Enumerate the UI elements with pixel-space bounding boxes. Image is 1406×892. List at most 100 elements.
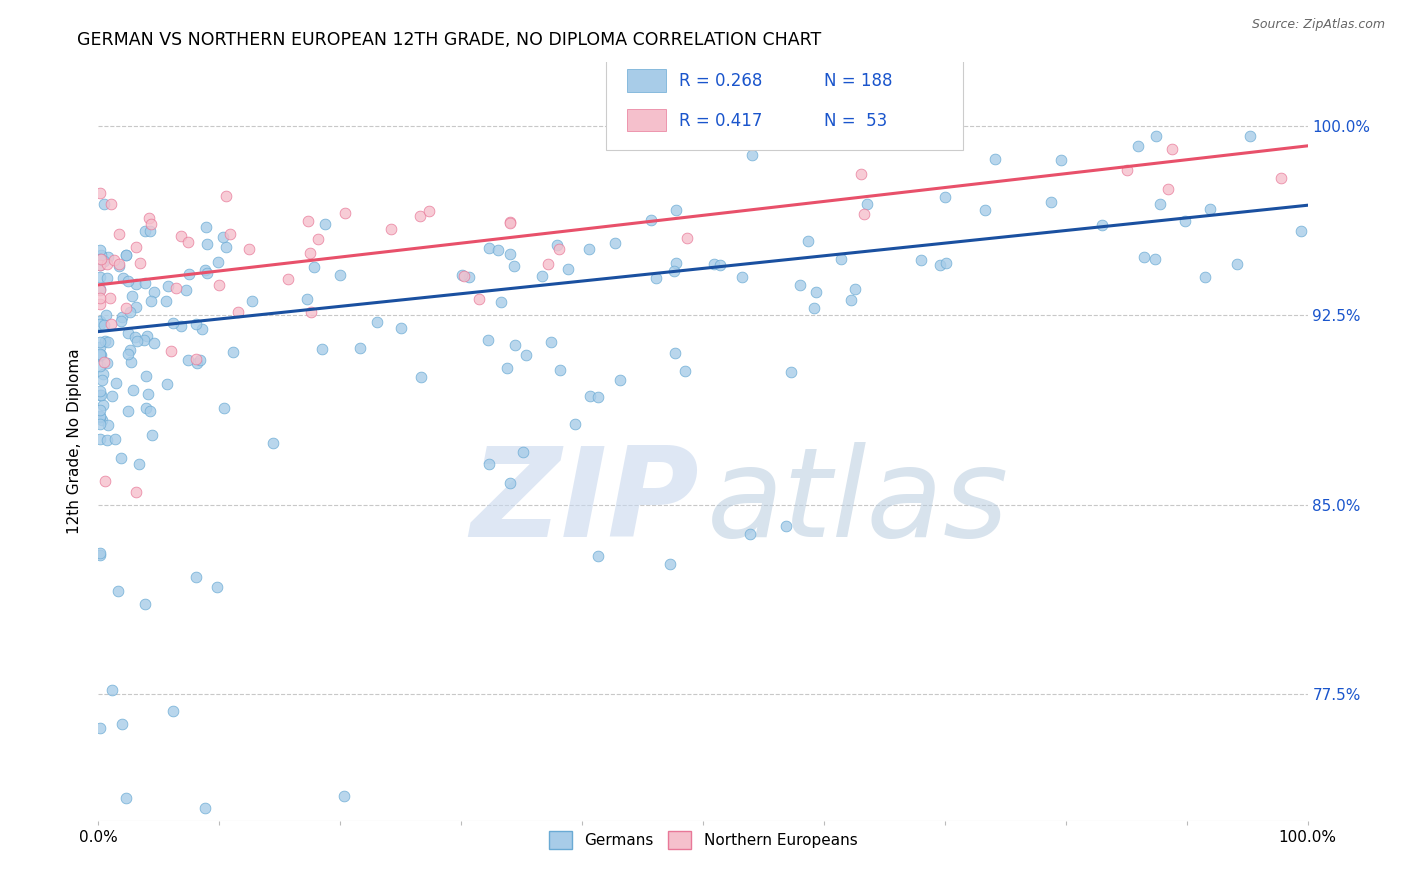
Point xyxy=(108,257,131,271)
Point xyxy=(277,272,299,286)
Point xyxy=(537,257,560,271)
Point xyxy=(578,242,600,256)
Point xyxy=(478,241,501,255)
Point xyxy=(125,300,148,314)
Point xyxy=(89,432,111,446)
Point xyxy=(93,355,115,369)
Point xyxy=(1050,153,1073,168)
Point xyxy=(139,217,162,231)
Y-axis label: 12th Grade, No Diploma: 12th Grade, No Diploma xyxy=(67,349,83,534)
Point xyxy=(89,359,111,374)
Point xyxy=(740,526,762,541)
Point xyxy=(110,450,132,465)
Point xyxy=(194,263,217,277)
Point xyxy=(170,318,193,333)
Point xyxy=(160,343,183,358)
Point xyxy=(297,214,319,228)
Point xyxy=(142,285,165,300)
Point xyxy=(548,362,571,376)
Point xyxy=(489,295,512,310)
Point xyxy=(179,267,201,281)
Point xyxy=(557,262,579,277)
Point xyxy=(115,248,138,262)
Point xyxy=(91,367,114,381)
Point xyxy=(548,242,571,256)
Legend: Germans, Northern Europeans: Germans, Northern Europeans xyxy=(543,825,863,855)
Point xyxy=(89,348,111,362)
Point xyxy=(380,222,402,236)
Point xyxy=(852,207,875,221)
Point xyxy=(664,345,686,359)
Text: N =  53: N = 53 xyxy=(824,112,887,130)
Point xyxy=(97,334,120,349)
Point xyxy=(226,304,249,318)
Point xyxy=(512,444,534,458)
Point xyxy=(605,236,627,251)
Point xyxy=(302,260,325,274)
FancyBboxPatch shape xyxy=(606,60,963,150)
Point xyxy=(104,432,127,446)
Point xyxy=(98,291,121,305)
Point xyxy=(499,216,522,230)
Point xyxy=(91,373,114,387)
Point xyxy=(89,334,111,349)
Point xyxy=(94,475,117,489)
Point xyxy=(186,356,208,370)
Point xyxy=(856,197,879,211)
Point xyxy=(207,255,229,269)
Point xyxy=(120,304,142,318)
Point xyxy=(162,316,184,330)
Point xyxy=(89,314,111,328)
Point xyxy=(156,376,179,391)
Point xyxy=(804,285,827,300)
Point xyxy=(564,417,586,431)
Point xyxy=(664,264,686,278)
Point xyxy=(389,321,412,335)
Point xyxy=(90,252,112,266)
Point xyxy=(128,256,150,270)
Point xyxy=(120,355,142,369)
Point xyxy=(107,227,129,242)
Point xyxy=(477,333,499,347)
Point xyxy=(262,435,284,450)
Point xyxy=(89,403,111,417)
Point xyxy=(468,293,491,307)
Point xyxy=(143,335,166,350)
Point xyxy=(89,340,111,354)
Point xyxy=(194,800,217,814)
Point xyxy=(155,293,177,308)
Point xyxy=(121,289,143,303)
Point xyxy=(780,365,803,379)
Point xyxy=(486,244,509,258)
Point xyxy=(411,369,433,384)
Point xyxy=(101,389,124,403)
Point xyxy=(409,209,432,223)
Point xyxy=(531,268,554,283)
Point xyxy=(184,570,207,584)
Point xyxy=(184,351,207,366)
Point xyxy=(453,268,475,283)
Point xyxy=(515,348,537,362)
Point xyxy=(115,248,138,262)
Point xyxy=(499,246,522,260)
Point xyxy=(128,457,150,471)
Point xyxy=(93,334,115,348)
Point xyxy=(89,186,111,201)
Point xyxy=(195,236,218,251)
Point xyxy=(97,250,120,264)
Point xyxy=(974,203,997,218)
Point xyxy=(1226,257,1249,271)
Point xyxy=(176,235,198,249)
Point xyxy=(89,548,111,562)
Point xyxy=(89,417,111,431)
Point xyxy=(307,232,329,246)
Point xyxy=(101,683,124,698)
Point xyxy=(645,271,668,285)
Point xyxy=(205,580,228,594)
Point xyxy=(120,343,142,357)
Point xyxy=(191,322,214,336)
Point xyxy=(96,257,118,271)
Point xyxy=(496,360,519,375)
Point xyxy=(138,211,160,225)
Point xyxy=(797,234,820,248)
